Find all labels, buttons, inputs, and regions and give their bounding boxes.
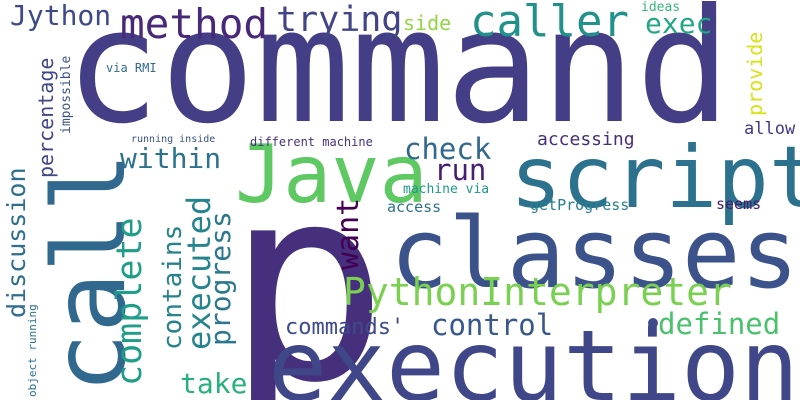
word-progress: progress (204, 211, 237, 346)
word-impossible: impossible (59, 55, 74, 134)
word-take: take (180, 367, 248, 400)
word-p: p (226, 127, 389, 400)
word-seems: seems (716, 195, 762, 213)
word-side: side (403, 11, 452, 35)
word-trying: trying (276, 0, 403, 40)
word-classes: classes (390, 197, 799, 310)
word-ideas: ideas (641, 0, 681, 15)
word-get-progress: getProgress (530, 196, 630, 214)
word-java: Java (235, 128, 428, 221)
word-method: method (120, 0, 269, 48)
word-complete: complete (110, 217, 150, 386)
word-want: want (331, 197, 366, 270)
word-jython: Jython (10, 0, 112, 32)
word-contains: contains (158, 224, 188, 350)
word-command: command (65, 0, 731, 159)
word-control: control (431, 308, 554, 342)
dot-mark (648, 318, 658, 328)
word-running-inside: running inside (131, 134, 216, 145)
word-allow: allow (744, 119, 796, 139)
word-check: check (404, 132, 492, 166)
word-within: within (120, 142, 222, 175)
word-accessing: accessing (537, 129, 635, 150)
word-object-running: object running (26, 304, 39, 397)
word-execution: execution (268, 310, 800, 400)
word-exec: exec (645, 7, 713, 40)
word-defined: defined (658, 307, 781, 341)
word-python-interpreter: PythonInterpreter (343, 270, 732, 314)
word-caller: caller (470, 0, 629, 47)
word-access: access (387, 198, 442, 216)
word-script: script (510, 128, 800, 228)
word-run: run (434, 153, 487, 187)
word-commands: commands' (285, 315, 405, 340)
word-discussion: discussion (2, 167, 31, 318)
word-machine-via: machine via (403, 182, 490, 197)
word-different-machine: different machine (250, 135, 373, 149)
word-percentage: percentage (34, 57, 58, 178)
word-via-rmi: via RMI (106, 61, 157, 75)
word-provide: provide (743, 31, 767, 116)
